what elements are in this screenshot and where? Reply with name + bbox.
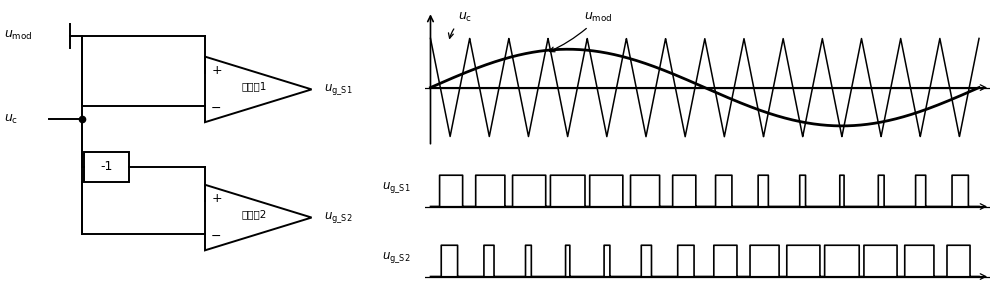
Text: $u_{\mathrm{g\_S1}}$: $u_{\mathrm{g\_S1}}$	[324, 82, 352, 97]
Text: −: −	[211, 102, 222, 115]
Text: +: +	[211, 192, 222, 205]
Text: $u_{\mathrm{c}}$: $u_{\mathrm{c}}$	[448, 11, 472, 38]
FancyBboxPatch shape	[84, 152, 129, 182]
Text: +: +	[211, 63, 222, 77]
Text: $u_{\mathrm{c}}$: $u_{\mathrm{c}}$	[4, 113, 18, 126]
Text: -1: -1	[100, 160, 113, 173]
Text: $u_{\mathrm{mod}}$: $u_{\mathrm{mod}}$	[4, 29, 33, 42]
Text: 比較器2: 比較器2	[242, 209, 267, 220]
Text: −: −	[211, 230, 222, 243]
Text: $u_{\mathrm{g\_S1}}$: $u_{\mathrm{g\_S1}}$	[382, 180, 411, 195]
Text: $u_{\mathrm{g\_S2}}$: $u_{\mathrm{g\_S2}}$	[382, 250, 411, 265]
Text: 比較器1: 比較器1	[242, 81, 267, 91]
Text: $u_{\mathrm{mod}}$: $u_{\mathrm{mod}}$	[550, 11, 613, 52]
Text: $u_{\mathrm{g\_S2}}$: $u_{\mathrm{g\_S2}}$	[324, 210, 352, 225]
